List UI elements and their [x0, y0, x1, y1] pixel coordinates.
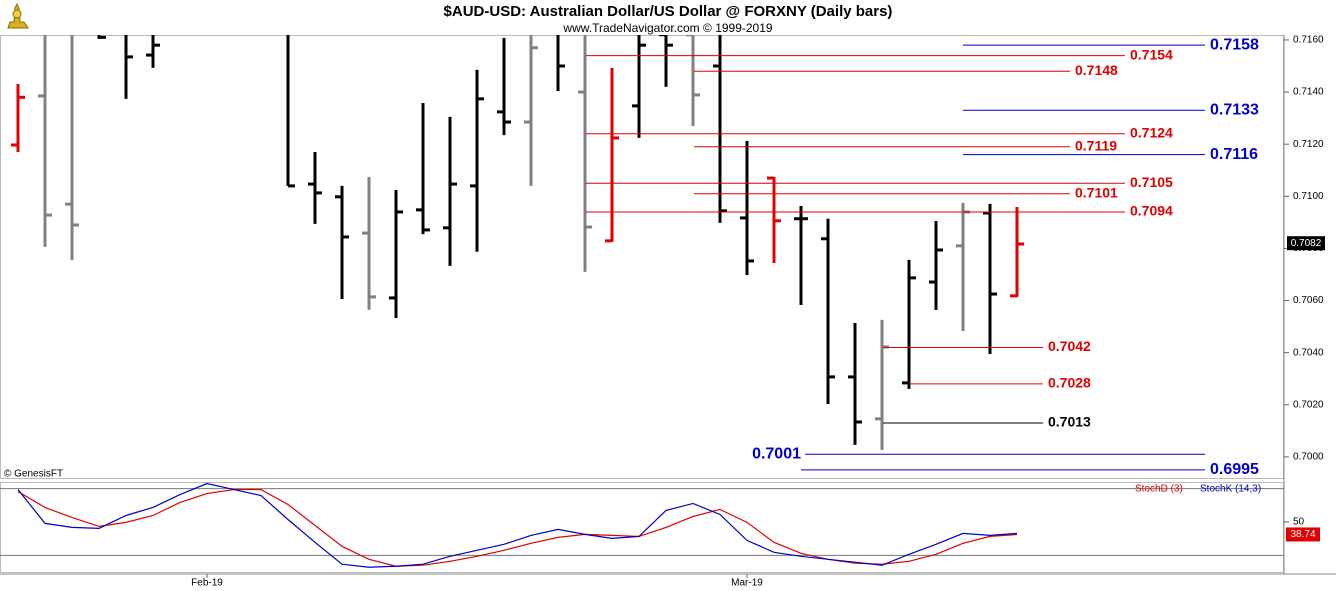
legend-entry: StochK (14,3): [1200, 484, 1261, 495]
y-tick-label: 0.7120: [1293, 139, 1324, 150]
level-label: 0.7119: [1075, 137, 1117, 153]
level-label: 0.7148: [1075, 62, 1118, 78]
y-tick-label: 0.7020: [1293, 399, 1324, 410]
logo: [7, 2, 29, 29]
level-label: 0.7105: [1130, 174, 1173, 190]
level-label: 0.7094: [1130, 203, 1173, 219]
last-value-label: 38.74: [1290, 529, 1315, 540]
last-price-label: 0.7082: [1291, 238, 1322, 249]
last-value-box: [1286, 527, 1320, 542]
legend-entry: StochD (3): [1135, 484, 1183, 495]
y-tick-label: 0.7160: [1293, 35, 1324, 46]
level-label: 0.7042: [1048, 338, 1091, 354]
level-label: 0.7028: [1048, 375, 1091, 391]
y-tick-label: 0.7060: [1293, 295, 1324, 306]
level-label: 0.7158: [1210, 36, 1259, 53]
level-label: 0.7101: [1075, 184, 1118, 200]
level-label: 0.7133: [1210, 102, 1259, 119]
y-tick-label: 50: [1293, 517, 1305, 528]
stoch-line: [17, 488, 1018, 567]
chart-title: $AUD-USD: Australian Dollar/US Dollar @ …: [444, 3, 893, 20]
level-label: 0.7154: [1130, 46, 1173, 62]
level-label: 0.7001: [752, 446, 801, 463]
source-note: © GenesisFT: [4, 469, 63, 480]
x-tick-label: Feb-19: [191, 578, 223, 589]
y-tick-label: 0.7000: [1293, 452, 1324, 463]
level-label: 0.7013: [1048, 414, 1091, 430]
level-label: 0.6995: [1210, 461, 1259, 478]
price-plot: [11, 35, 1024, 450]
chart-subtitle: www.TradeNavigator.com © 1999-2019: [562, 21, 772, 35]
last-price-box: [1287, 236, 1325, 251]
x-tick-label: Mar-19: [731, 578, 763, 589]
stoch-line: [17, 482, 1018, 568]
y-tick-label: 0.7040: [1293, 347, 1324, 358]
y-tick-label: 0.7140: [1293, 87, 1324, 98]
level-label: 0.7124: [1130, 124, 1173, 140]
y-tick-label: 0.7100: [1293, 191, 1324, 202]
level-label: 0.7116: [1210, 146, 1258, 163]
